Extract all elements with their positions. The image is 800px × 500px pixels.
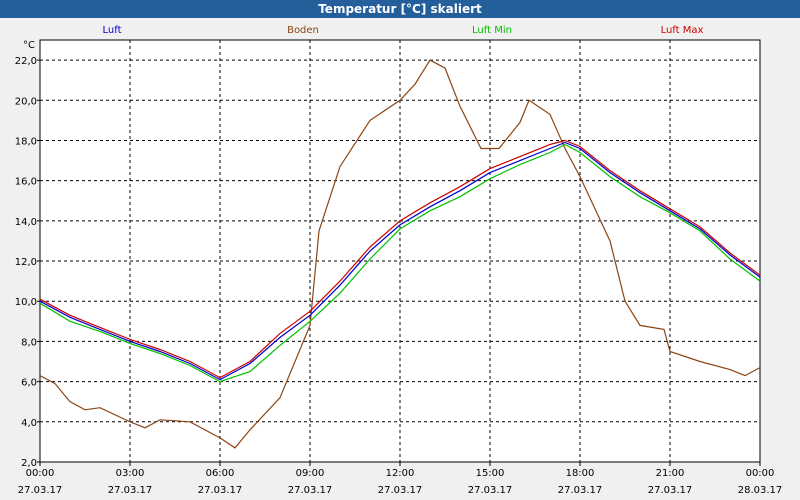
x-tick-date: 27.03.17	[558, 485, 603, 496]
x-tick-date: 27.03.17	[288, 485, 333, 496]
x-tick-time: 03:00	[116, 468, 145, 479]
x-tick-date: 27.03.17	[108, 485, 153, 496]
y-tick-label: 14,0	[15, 217, 37, 228]
x-tick-time: 12:00	[386, 468, 415, 479]
legend-entry-luft: Luft	[103, 25, 122, 36]
x-tick-time: 00:00	[26, 468, 55, 479]
y-tick-label: 6,0	[21, 378, 37, 389]
series-line-luft	[39, 141, 761, 381]
y-tick-label: 8,0	[21, 337, 37, 348]
window-title: Temperatur [°C] skaliert	[0, 0, 800, 18]
plot-border	[39, 39, 761, 463]
y-tick-label: 22,0	[15, 56, 37, 67]
x-tick-time: 09:00	[296, 468, 325, 479]
x-tick-time: 18:00	[566, 468, 595, 479]
x-tick-date: 27.03.17	[18, 485, 63, 496]
x-tick-time: 00:00	[746, 468, 775, 479]
legend-entry-luft-max: Luft Max	[661, 25, 704, 36]
series-line-boden	[39, 59, 761, 449]
y-tick-label: 12,0	[15, 257, 37, 268]
series-line-luft-min	[39, 143, 761, 383]
y-tick-label: 4,0	[21, 418, 37, 429]
legend-entry-luft-min: Luft Min	[472, 25, 512, 36]
y-tick-label: 2,0	[21, 458, 37, 469]
x-tick-date: 27.03.17	[648, 485, 693, 496]
y-unit-label: °C	[23, 40, 35, 51]
x-tick-date: 28.03.17	[738, 485, 783, 496]
y-tick-label: 16,0	[15, 177, 37, 188]
x-tick-date: 27.03.17	[378, 485, 423, 496]
x-tick-time: 21:00	[656, 468, 685, 479]
x-tick-date: 27.03.17	[198, 485, 243, 496]
y-tick-label: 10,0	[15, 297, 37, 308]
legend-entry-boden: Boden	[287, 25, 319, 36]
x-tick-date: 27.03.17	[468, 485, 513, 496]
series-line-luft-max	[39, 139, 761, 379]
x-tick-time: 15:00	[476, 468, 505, 479]
x-tick-time: 06:00	[206, 468, 235, 479]
y-tick-label: 20,0	[15, 96, 37, 107]
y-tick-label: 18,0	[15, 136, 37, 147]
